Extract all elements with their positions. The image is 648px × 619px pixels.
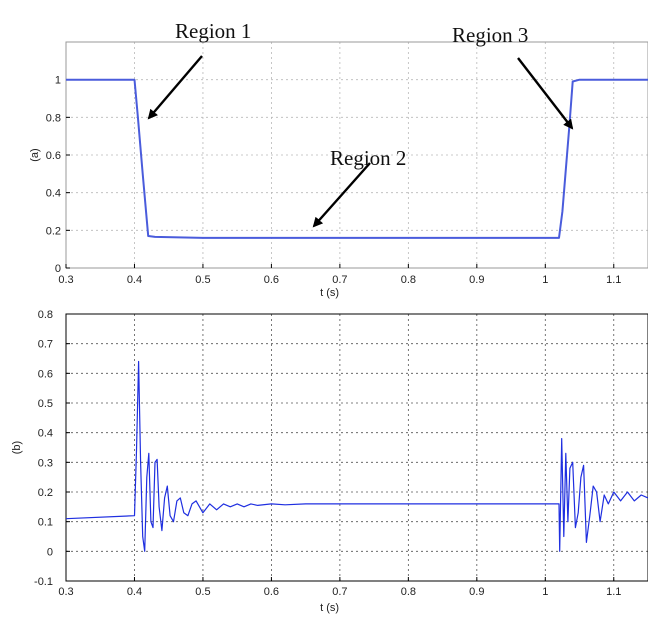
x-tick-label: 0.5 xyxy=(195,274,210,286)
x-tick-label: 0.9 xyxy=(469,586,484,598)
x-tick-label: 0.8 xyxy=(401,274,416,286)
annotation-label: Region 2 xyxy=(330,146,406,170)
y-tick-label: 0.6 xyxy=(46,150,61,162)
x-tick-label: 0.5 xyxy=(195,586,210,598)
x-axis-label: t (s) xyxy=(320,602,339,614)
y-tick-label: 0.6 xyxy=(38,368,53,380)
series-line xyxy=(65,360,648,552)
y-tick-label: 0.8 xyxy=(46,112,61,124)
annotation-arrow xyxy=(312,162,371,228)
x-tick-label: 0.4 xyxy=(127,586,142,598)
y-tick-label: 0.5 xyxy=(38,398,53,410)
chart-b: 0.3 0.4 0.5 0.6 0.7 0.8 0.9 1 1.1 -0.1 0 0.1 0.2 0.3 0… xyxy=(11,309,648,614)
y-tick-label: 0.3 xyxy=(38,457,53,469)
x-tick-label: 1 xyxy=(542,274,548,286)
x-tick-label: 0.6 xyxy=(264,586,279,598)
x-axis-label: t (s) xyxy=(320,287,339,299)
x-tick-label: 0.7 xyxy=(332,586,347,598)
y-tick-label: -0.1 xyxy=(34,576,53,588)
y-axis-label: (a) xyxy=(29,148,41,161)
chart-a: 0.3 0.4 0.5 0.6 0.7 0.8 0.9 1 1.1 0 0.2 0.4 0.6 0.8 1 t… xyxy=(29,19,648,299)
x-tick-label: 0.7 xyxy=(332,274,347,286)
x-tick-label: 0.6 xyxy=(264,274,279,286)
y-tick-label: 0.2 xyxy=(46,225,61,237)
x-tick-label: 0.4 xyxy=(127,274,142,286)
y-tick-label: 0.7 xyxy=(38,339,53,351)
annotation-arrow xyxy=(147,55,203,120)
y-tick-label: 0.4 xyxy=(38,428,53,440)
y-tick-label: 0 xyxy=(47,546,53,558)
x-tick-label: 1 xyxy=(542,586,548,598)
y-tick-label: 0 xyxy=(55,263,61,275)
x-tick-label: 1.1 xyxy=(606,586,621,598)
annotation-label: Region 1 xyxy=(175,19,251,43)
y-axis-label: (b) xyxy=(11,441,23,454)
y-tick-label: 0.1 xyxy=(38,517,53,529)
y-tick-label: 0.4 xyxy=(46,188,61,200)
axes-frame xyxy=(65,313,648,582)
y-tick-label: 0.2 xyxy=(38,487,53,499)
x-tick-label: 0.3 xyxy=(58,586,73,598)
x-tick-label: 0.3 xyxy=(58,274,73,286)
x-tick-label: 0.8 xyxy=(401,586,416,598)
x-tick-label: 0.9 xyxy=(469,274,484,286)
x-tick-label: 1.1 xyxy=(606,274,621,286)
annotation-label: Region 3 xyxy=(452,23,528,47)
y-tick-label: 1 xyxy=(55,75,61,87)
annotation-arrow xyxy=(517,57,574,130)
y-tick-label: 0.8 xyxy=(38,309,53,321)
